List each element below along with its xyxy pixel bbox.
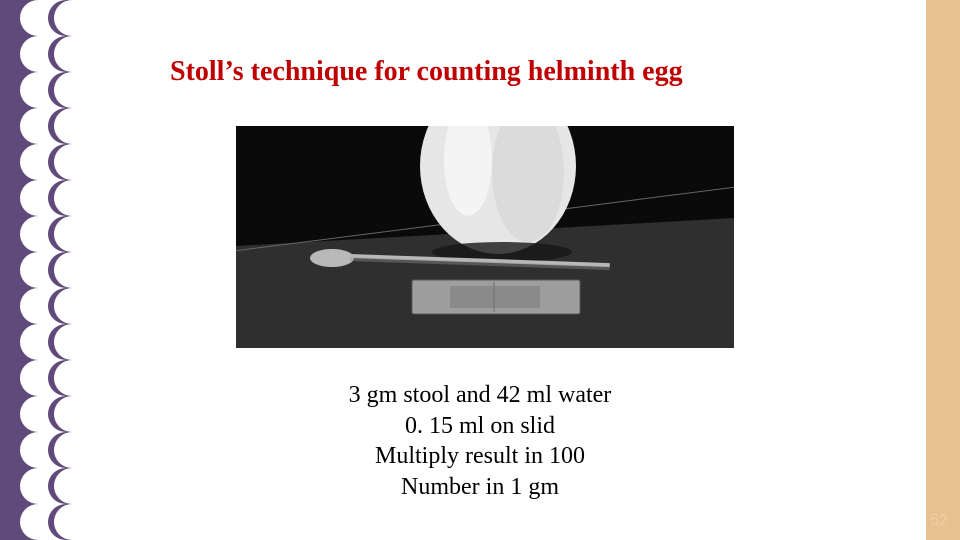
photo-microscope-slide	[412, 280, 580, 314]
photo-svg	[236, 126, 734, 348]
caption-line: 3 gm stool and 42 ml water	[0, 380, 960, 411]
slide-photo	[236, 126, 734, 348]
slide-caption: 3 gm stool and 42 ml water 0. 15 ml on s…	[0, 380, 960, 503]
slide: Stoll’s technique for counting helminth …	[0, 0, 960, 540]
caption-line: Number in 1 gm	[0, 472, 960, 503]
slide-title: Stoll’s technique for counting helminth …	[170, 56, 900, 88]
page-number: 52	[930, 512, 948, 530]
caption-line: 0. 15 ml on slid	[0, 411, 960, 442]
caption-line: Multiply result in 100	[0, 441, 960, 472]
